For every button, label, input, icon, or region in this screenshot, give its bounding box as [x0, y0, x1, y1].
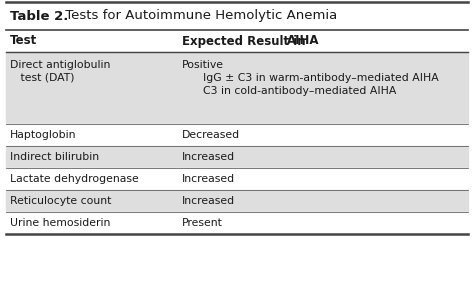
Text: Increased: Increased	[182, 152, 235, 162]
Bar	[6, 190, 468, 212]
Text: Haptoglobin: Haptoglobin	[10, 130, 76, 140]
Text: Expected Result in: Expected Result in	[182, 34, 310, 47]
Text: Present: Present	[182, 218, 223, 228]
Text: Indirect bilirubin: Indirect bilirubin	[10, 152, 99, 162]
Bar	[6, 52, 468, 124]
Text: AIHA: AIHA	[287, 34, 319, 47]
Text: Urine hemosiderin: Urine hemosiderin	[10, 218, 110, 228]
Bar	[6, 168, 468, 190]
Bar	[6, 212, 468, 234]
Text: Positive: Positive	[182, 60, 224, 70]
Bar	[6, 2, 468, 30]
Text: C3 in cold-antibody–mediated AIHA: C3 in cold-antibody–mediated AIHA	[182, 86, 396, 96]
Text: Tests for Autoimmune Hemolytic Anemia: Tests for Autoimmune Hemolytic Anemia	[61, 9, 337, 22]
Text: Table 2.: Table 2.	[10, 9, 68, 22]
Text: Direct antiglobulin: Direct antiglobulin	[10, 60, 110, 70]
Text: test (DAT): test (DAT)	[10, 73, 74, 83]
Text: Increased: Increased	[182, 196, 235, 206]
Text: IgG ± C3 in warm-antibody–mediated AIHA: IgG ± C3 in warm-antibody–mediated AIHA	[182, 73, 439, 83]
Text: Reticulocyte count: Reticulocyte count	[10, 196, 111, 206]
Text: Increased: Increased	[182, 174, 235, 184]
Bar	[6, 30, 468, 52]
Text: Decreased: Decreased	[182, 130, 240, 140]
Bar	[6, 146, 468, 168]
Text: Test: Test	[10, 34, 37, 47]
Text: Lactate dehydrogenase: Lactate dehydrogenase	[10, 174, 139, 184]
Bar	[6, 124, 468, 146]
